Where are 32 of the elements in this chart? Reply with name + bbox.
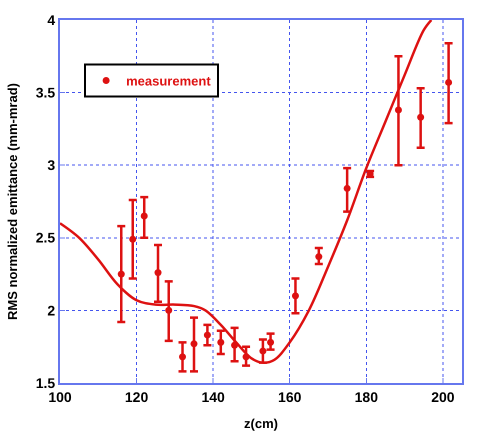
point xyxy=(217,338,224,346)
point xyxy=(165,306,172,314)
y-axis-title: RMS normalized emittance (mm-mrad) xyxy=(5,83,20,320)
y-tick-label: 4 xyxy=(47,12,56,28)
y-tick-label: 3.5 xyxy=(36,84,56,100)
x-tick-label: 180 xyxy=(354,388,378,405)
point xyxy=(118,270,125,278)
point xyxy=(179,353,186,360)
point xyxy=(129,236,136,243)
point xyxy=(190,340,198,348)
point xyxy=(204,332,211,339)
point xyxy=(417,114,424,121)
legend-label: measurement xyxy=(126,74,212,89)
y-tick-label: 2 xyxy=(47,302,56,318)
point xyxy=(315,253,322,260)
point xyxy=(445,78,452,86)
point xyxy=(344,184,351,192)
y-tick-label: 1.5 xyxy=(36,374,56,391)
point xyxy=(259,348,266,355)
point xyxy=(394,106,402,114)
x-tick-label: 140 xyxy=(201,388,226,405)
y-tick-label: 3 xyxy=(47,157,56,174)
point xyxy=(140,212,148,220)
point xyxy=(292,292,299,300)
point xyxy=(267,338,274,346)
y-tick-label: 2.5 xyxy=(36,230,56,246)
x-tick-label: 160 xyxy=(278,388,302,405)
point xyxy=(154,269,162,276)
x-tick-label: 200 xyxy=(431,388,455,405)
x-axis-title: z(cm) xyxy=(244,416,278,431)
x-tick-label: 100 xyxy=(48,388,72,405)
x-tick-label: 120 xyxy=(124,388,148,405)
